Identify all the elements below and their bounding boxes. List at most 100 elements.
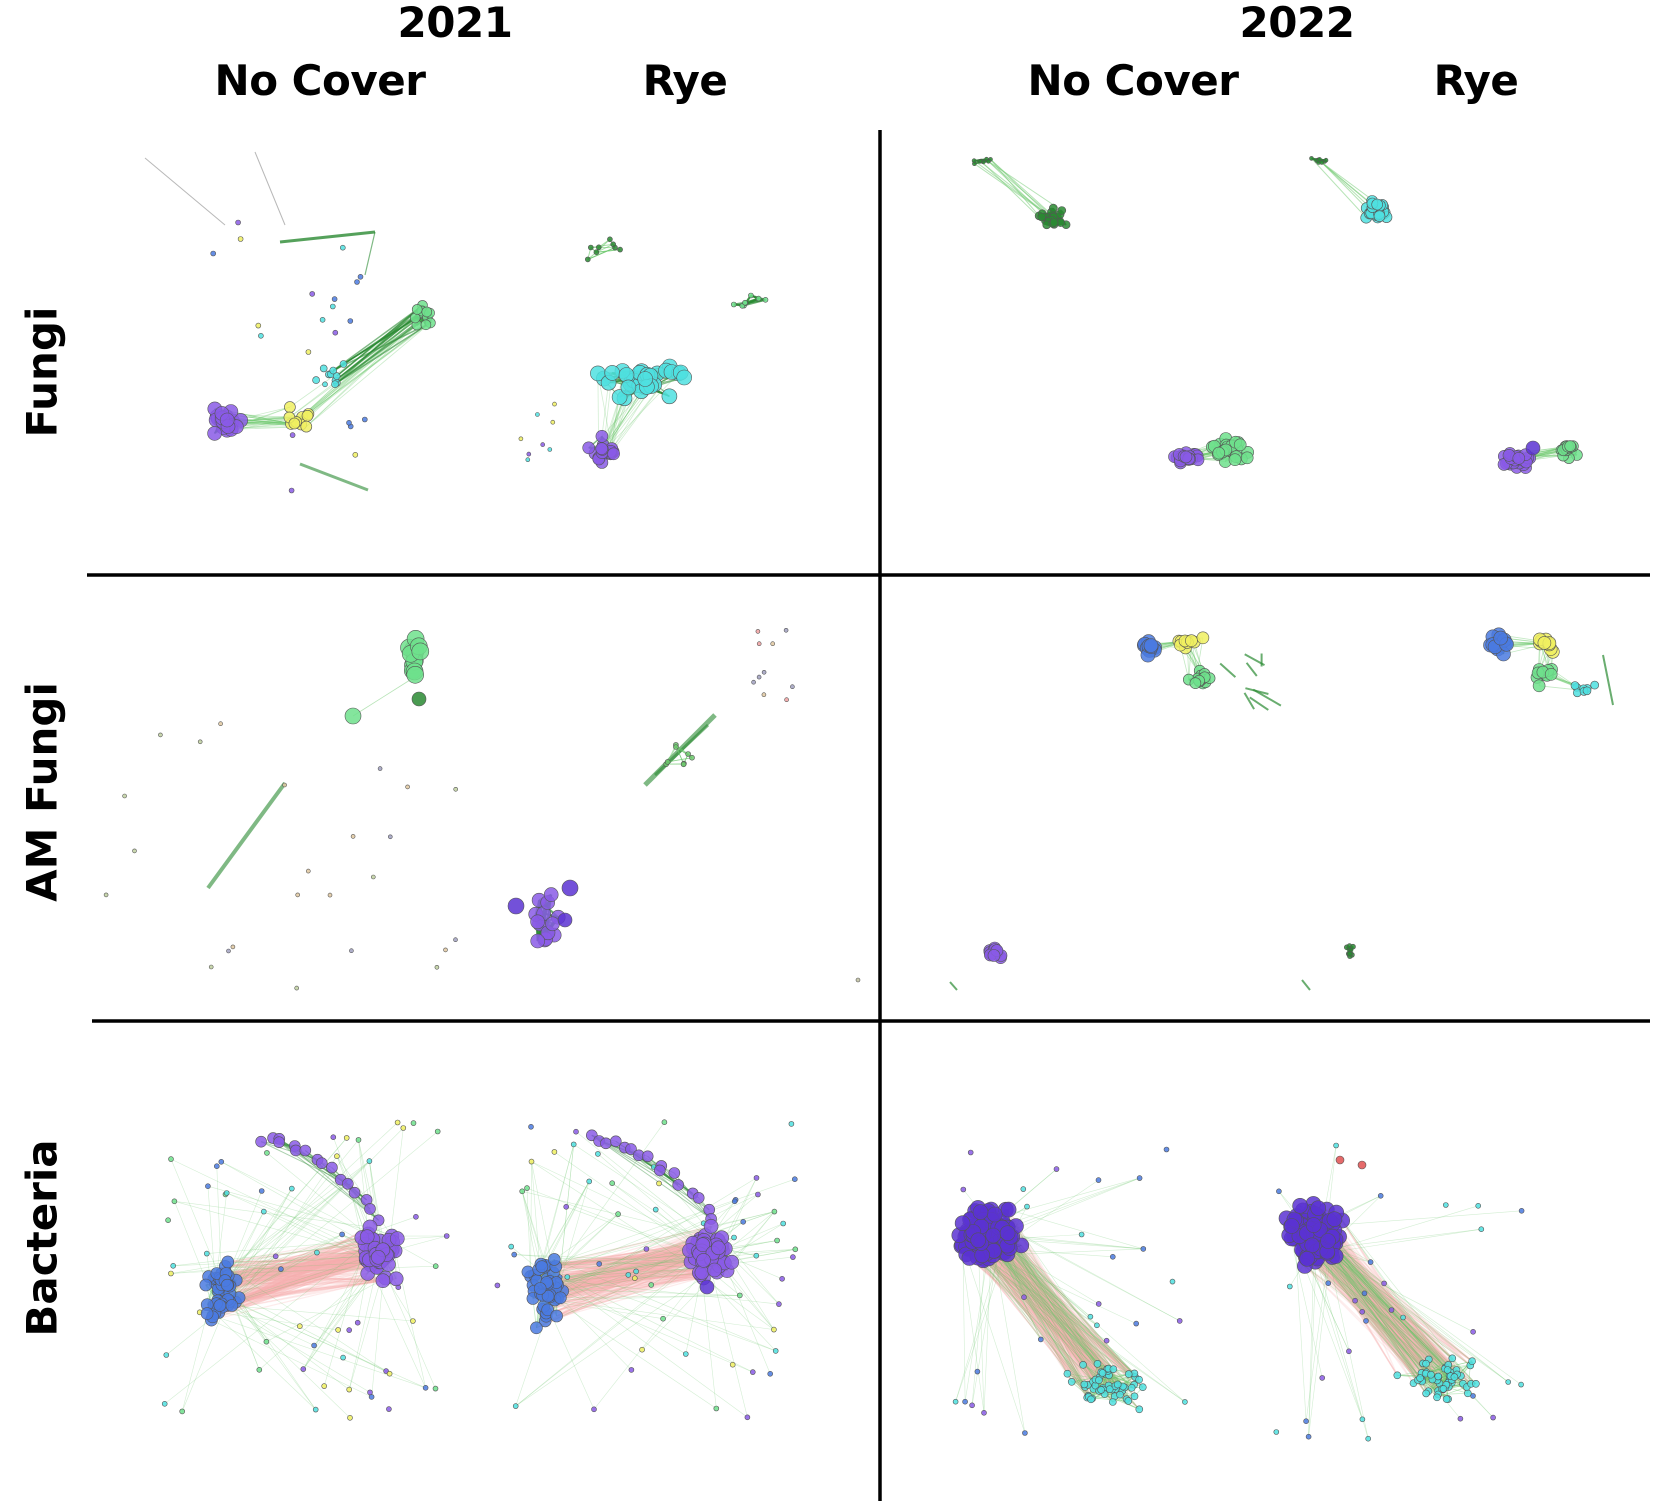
network-edge — [229, 1259, 367, 1303]
network-edge — [215, 1251, 377, 1279]
network-edge — [562, 1252, 700, 1292]
network-edge — [978, 1239, 1116, 1387]
network-edge — [1319, 1230, 1472, 1385]
network-edge — [1308, 1252, 1419, 1381]
network-edge — [994, 1238, 1107, 1375]
network-edge — [540, 1250, 703, 1290]
network-edge — [971, 1248, 1144, 1388]
network-edge — [964, 1236, 1140, 1410]
network-edge — [1332, 1240, 1423, 1381]
network-edge — [992, 1241, 1107, 1375]
network-edge — [224, 1257, 385, 1275]
network-node — [661, 388, 678, 405]
network-node — [339, 244, 346, 251]
network-edge — [992, 1236, 1140, 1410]
network-edge — [556, 1251, 705, 1317]
network-edge — [547, 1271, 703, 1311]
network-edge — [976, 1246, 1096, 1387]
column-header-2022-rye: Rye — [1433, 56, 1519, 105]
network-edge — [540, 1234, 706, 1295]
network-node — [762, 296, 769, 303]
network-edge — [545, 1250, 703, 1317]
network-edge — [224, 1249, 372, 1282]
network-edge — [980, 1242, 1113, 1391]
network-edge — [227, 1233, 369, 1286]
network-edge — [371, 1280, 384, 1397]
network-edge — [977, 1239, 1114, 1370]
network-edge — [1316, 1250, 1455, 1378]
network-edge — [226, 1253, 378, 1275]
network-node — [526, 451, 532, 457]
network-edge — [541, 1266, 700, 1274]
network-edge — [562, 1225, 712, 1292]
network-edge — [215, 1261, 381, 1279]
network-node — [595, 429, 609, 443]
network-edge — [208, 1257, 385, 1278]
network-edge — [556, 1266, 706, 1317]
network-edge — [961, 1244, 1121, 1396]
network-edge — [541, 1144, 574, 1267]
network-edge — [227, 1251, 377, 1307]
network-edge — [1006, 1253, 1094, 1383]
network-edge — [556, 1234, 706, 1284]
network-node — [207, 426, 222, 441]
network-edge — [998, 1240, 1089, 1386]
network-edge — [238, 1256, 380, 1299]
network-edge — [981, 1254, 1116, 1397]
network-edge — [218, 1263, 389, 1314]
network-edge — [557, 1239, 705, 1300]
network-edge — [221, 1277, 386, 1286]
network-edge — [306, 322, 431, 427]
network-node — [617, 246, 623, 253]
network-edge — [225, 1280, 383, 1300]
network-edge — [1311, 1244, 1458, 1375]
network-node — [755, 295, 762, 302]
network-edge — [986, 1252, 1136, 1378]
network-edge — [1317, 1225, 1472, 1385]
network-edge — [986, 1252, 1123, 1392]
network-edge — [227, 1260, 369, 1307]
network-edge — [1005, 1247, 1086, 1388]
network-node — [593, 249, 600, 255]
network-edge — [1005, 1235, 1136, 1378]
network-edge — [549, 1250, 699, 1282]
network-edge — [1323, 1251, 1446, 1368]
network-edge — [1320, 1252, 1430, 1360]
network-edge — [547, 1243, 705, 1280]
network-edge — [213, 1258, 377, 1280]
network-edge — [985, 1239, 1144, 1388]
network-edge — [1005, 1247, 1111, 1390]
network-edge — [1305, 1256, 1446, 1370]
network-edge — [229, 1263, 389, 1287]
network-edge — [224, 1277, 386, 1282]
network-edge — [231, 1226, 371, 1307]
network-edge — [1305, 1256, 1451, 1373]
network-edge — [1000, 1226, 1114, 1403]
network-edge — [960, 1245, 1117, 1390]
network-edge — [227, 1259, 367, 1286]
network-edge — [994, 1250, 1108, 1370]
network-edge — [560, 1241, 699, 1299]
network-edge — [1243, 692, 1255, 710]
network-edge — [540, 1244, 703, 1290]
network-edge — [215, 1240, 381, 1284]
network-edge — [547, 1261, 703, 1286]
network-edge — [542, 1225, 712, 1296]
network-edge — [1331, 1223, 1449, 1366]
network-edge — [545, 1251, 705, 1266]
network-edge — [990, 159, 1051, 217]
network-edge — [541, 1249, 708, 1268]
network-edge — [975, 1240, 1119, 1387]
network-edge — [1020, 1245, 1069, 1374]
network-node — [301, 409, 314, 422]
network-edge — [218, 1249, 384, 1314]
network-edge — [224, 1246, 374, 1275]
network-edge — [550, 1266, 706, 1298]
network-edge — [227, 1261, 380, 1286]
network-edge — [545, 1271, 718, 1317]
network-edge — [994, 1242, 1096, 1387]
network-node — [986, 159, 991, 164]
network-edge — [994, 1250, 1110, 1386]
network-edge — [980, 1242, 1114, 1403]
network-edge — [1316, 1250, 1424, 1364]
